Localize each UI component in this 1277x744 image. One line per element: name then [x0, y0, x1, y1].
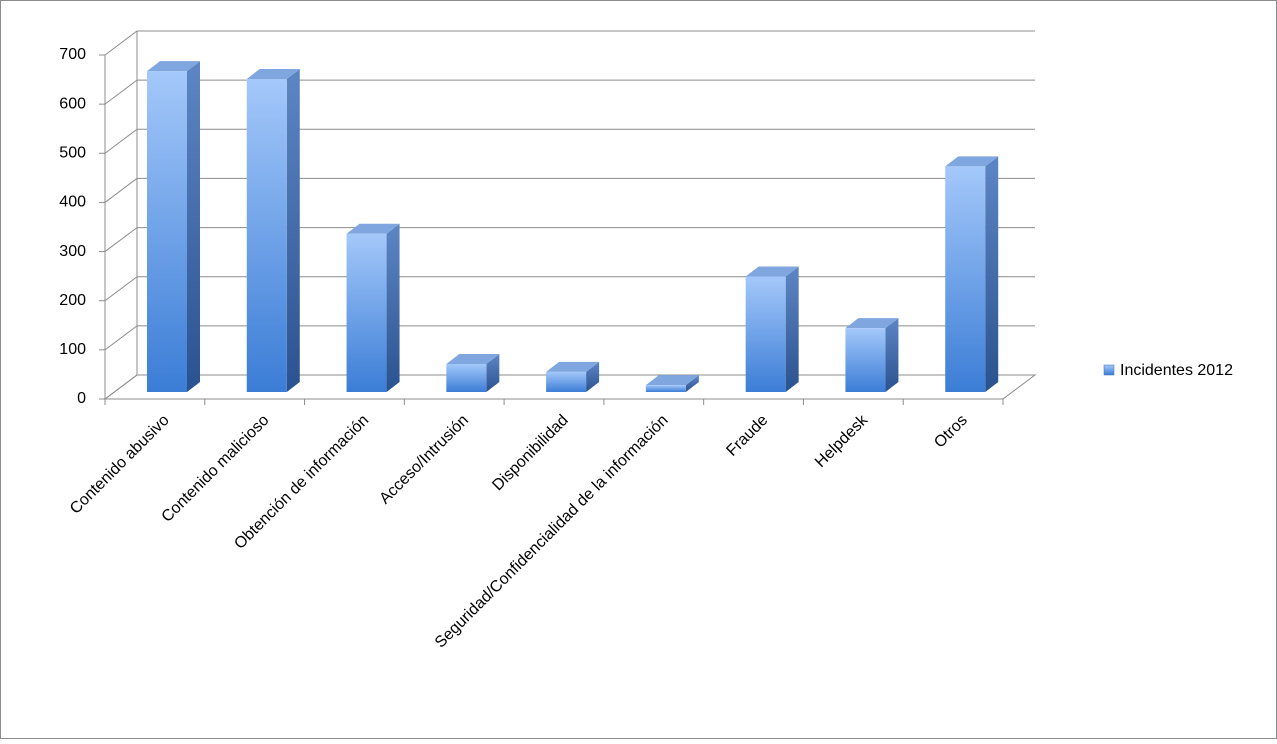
y-tick-label: 0 — [77, 390, 86, 407]
bar-top — [346, 223, 400, 234]
grid-line — [104, 128, 1035, 154]
bar-side — [286, 68, 300, 393]
bar — [645, 375, 699, 392]
bar-side — [187, 61, 200, 393]
y-tick-label: 600 — [59, 95, 86, 112]
grid-line — [104, 79, 1035, 105]
bar-side — [486, 353, 500, 392]
grid-line — [104, 325, 1035, 351]
grid-line — [104, 177, 1035, 203]
bar — [546, 361, 600, 392]
bar-top — [645, 375, 699, 386]
grid-line — [104, 374, 1035, 400]
legend-label: Incidentes 2012 — [1120, 362, 1233, 379]
bar-front — [945, 166, 986, 392]
bar-front — [845, 328, 886, 392]
bar-top — [546, 361, 600, 372]
y-tick-label: 700 — [59, 46, 86, 63]
y-tick-label: 400 — [59, 194, 86, 211]
y-tick-label: 300 — [59, 243, 86, 260]
bar — [246, 68, 300, 393]
y-tick-label: 200 — [59, 292, 86, 309]
bar-side — [885, 318, 899, 392]
bar-side — [785, 266, 799, 392]
bar-front — [246, 78, 287, 393]
bar-front — [745, 276, 786, 392]
grid-line — [104, 276, 1035, 302]
grid-line — [104, 30, 1035, 56]
y-tick-label: 100 — [59, 341, 86, 358]
bar-front — [147, 71, 187, 393]
bar — [346, 223, 400, 392]
bar — [945, 156, 999, 392]
bar-front — [346, 233, 387, 392]
bar-top — [745, 266, 799, 277]
bar-top — [945, 156, 999, 167]
bar — [845, 318, 899, 392]
bar — [446, 353, 500, 392]
bar-top — [845, 318, 899, 329]
bar — [745, 266, 799, 392]
bar-side — [586, 361, 600, 392]
bar-front — [446, 363, 487, 392]
bar — [147, 61, 200, 393]
bar-top — [246, 68, 300, 79]
bar-side — [685, 375, 699, 392]
bar-top — [446, 353, 500, 364]
y-tick-label: 500 — [59, 145, 86, 162]
bar-side — [985, 156, 999, 392]
legend-marker — [1103, 364, 1115, 376]
bar-side — [386, 223, 400, 392]
bar-front — [546, 371, 587, 392]
bar-front — [645, 385, 686, 392]
grid-line — [104, 227, 1035, 252]
bar-top — [147, 61, 200, 72]
